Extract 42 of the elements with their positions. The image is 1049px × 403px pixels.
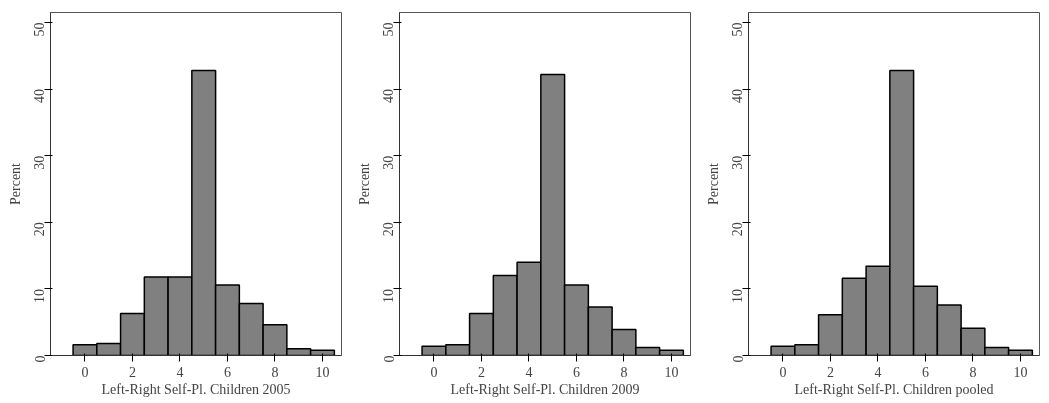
y-tick-label: 40 [381, 89, 397, 104]
y-tick-label: 10 [32, 288, 48, 303]
x-tick-label: 0 [81, 364, 89, 380]
x-tick-label: 10 [1013, 364, 1028, 380]
x-tick-label: 6 [223, 364, 231, 380]
x-tick-label: 2 [826, 364, 834, 380]
x-tick-label: 6 [921, 364, 929, 380]
y-tick-label: 50 [381, 22, 397, 37]
y-tick-label: 50 [32, 22, 48, 37]
y-tick-label: 10 [730, 288, 746, 303]
y-tick-label: 20 [32, 222, 48, 237]
y-axis-title: Percent [7, 162, 23, 205]
x-tick-label: 8 [271, 364, 279, 380]
x-tick-label: 0 [430, 364, 438, 380]
y-axis-title: Percent [705, 162, 721, 205]
x-tick-label: 0 [779, 364, 787, 380]
y-tick-label: 0 [730, 355, 746, 363]
y-tick-label: 20 [381, 222, 397, 237]
x-tick-label: 10 [664, 364, 679, 380]
y-tick-label: 10 [381, 288, 397, 303]
y-tick-label: 0 [32, 355, 48, 363]
x-tick-label: 4 [176, 364, 184, 380]
y-tick-label: 40 [32, 89, 48, 104]
x-tick-label: 4 [525, 364, 533, 380]
x-axis-title: Left-Right Self-Pl. Children pooled [794, 381, 994, 397]
x-axis-title: Left-Right Self-Pl. Children 2009 [450, 381, 640, 397]
x-axis-title: Left-Right Self-Pl. Children 2005 [101, 381, 291, 397]
x-tick-label: 8 [969, 364, 977, 380]
y-tick-label: 30 [32, 155, 48, 170]
y-axis-title: Percent [356, 162, 372, 205]
y-tick-label: 30 [381, 155, 397, 170]
y-tick-label: 40 [730, 89, 746, 104]
x-tick-label: 8 [620, 364, 628, 380]
x-tick-label: 6 [572, 364, 580, 380]
y-tick-label: 50 [730, 22, 746, 37]
y-tick-label: 30 [730, 155, 746, 170]
x-tick-label: 4 [874, 364, 882, 380]
y-tick-label: 20 [730, 222, 746, 237]
x-tick-label: 2 [477, 364, 485, 380]
x-tick-label: 10 [315, 364, 330, 380]
y-tick-label: 0 [381, 355, 397, 363]
x-tick-label: 2 [128, 364, 136, 380]
